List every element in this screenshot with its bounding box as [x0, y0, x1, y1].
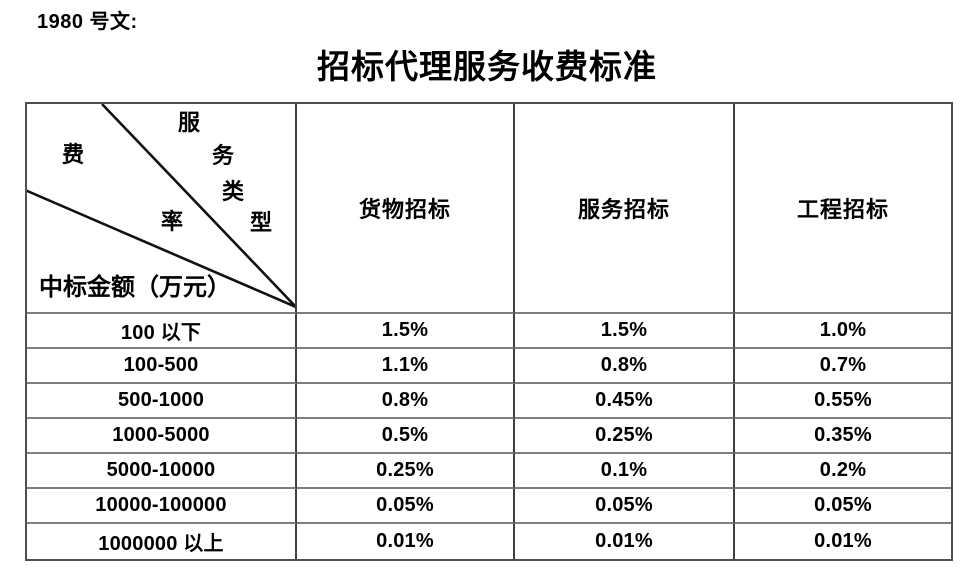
- rate-cell: 1.5%: [297, 314, 515, 349]
- service-type-char: 类: [222, 179, 245, 204]
- rate-cell: 0.35%: [735, 419, 951, 454]
- column-header-engineering: 工程招标: [735, 104, 951, 314]
- fee-rate-char: 率: [161, 209, 184, 234]
- amount-axis-label: 中标金额（万元）: [39, 275, 231, 301]
- rate-cell: 0.55%: [735, 384, 951, 419]
- rate-cell: 1.5%: [515, 314, 735, 349]
- rate-cell: 0.7%: [735, 349, 951, 384]
- amount-range-cell: 10000-100000: [27, 489, 297, 524]
- rate-cell: 0.01%: [297, 524, 515, 559]
- service-type-char: 务: [212, 143, 235, 168]
- rate-cell: 0.05%: [735, 489, 951, 524]
- column-header-goods: 货物招标: [297, 104, 515, 314]
- amount-range-cell: 500-1000: [27, 384, 297, 419]
- rate-cell: 0.01%: [814, 530, 872, 552]
- rate-cell: 0.2%: [735, 454, 951, 489]
- service-type-char: 型: [250, 210, 273, 235]
- fee-table: 服 务 类 型 费 率 中标金额（万元） 货物招标 服务招标 工程招标 100 …: [25, 102, 953, 561]
- fee-rate-char: 费: [62, 142, 85, 167]
- rate-cell: 0.25%: [297, 454, 515, 489]
- rate-cell: 1.0%: [735, 314, 951, 349]
- doc-number: 1980 号文:: [37, 11, 138, 33]
- rate-cell: 0.05%: [297, 489, 515, 524]
- rate-cell: 0.1%: [515, 454, 735, 489]
- rate-cell: 0.8%: [297, 384, 515, 419]
- amount-range-cell: 1000000 以上: [27, 524, 297, 559]
- amount-range-cell: 1000-5000: [27, 419, 297, 454]
- rate-cell: 0.45%: [515, 384, 735, 419]
- amount-range-cell: 100-500: [27, 349, 297, 384]
- service-type-char: 服: [178, 110, 201, 135]
- rate-cell: 0.01%: [515, 524, 735, 559]
- diagonal-lines: [27, 104, 295, 308]
- corner-header-cell: 服 务 类 型 费 率 中标金额（万元）: [27, 104, 297, 314]
- amount-range-cell: 100 以下: [27, 314, 297, 349]
- rate-cell: 1.1%: [297, 349, 515, 384]
- column-header-services: 服务招标: [515, 104, 735, 314]
- amount-range-cell: 5000-10000: [27, 454, 297, 489]
- rate-cell: 0.05%: [515, 489, 735, 524]
- rate-cell: 0.5%: [297, 419, 515, 454]
- rate-cell: 0.8%: [515, 349, 735, 384]
- page-title: 招标代理服务收费标准: [317, 50, 657, 86]
- rate-cell: 0.25%: [515, 419, 735, 454]
